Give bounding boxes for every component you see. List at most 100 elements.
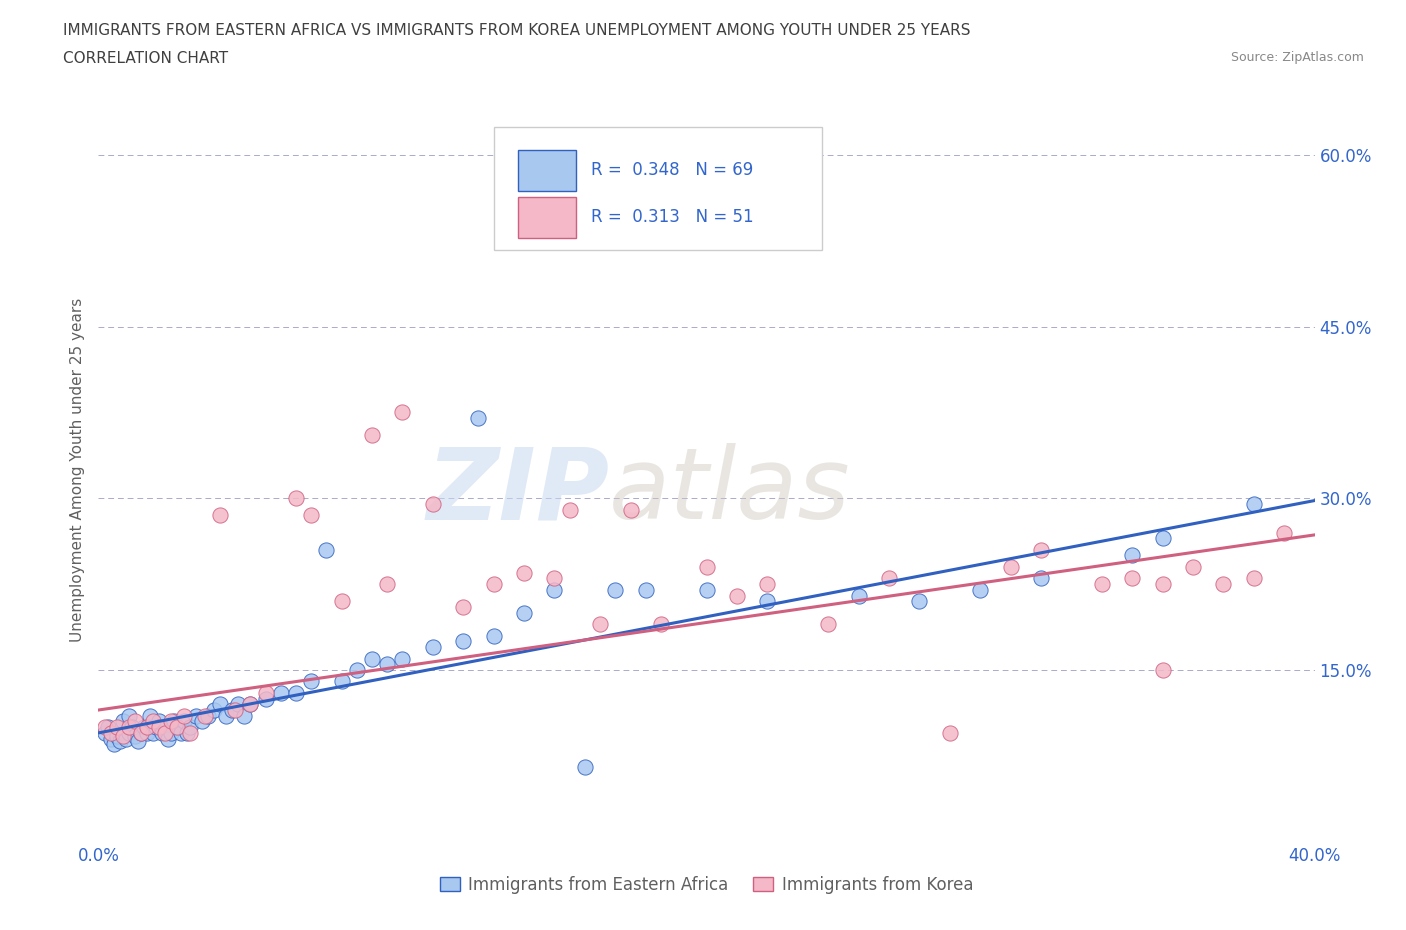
Point (1152, 577, 1174, 591)
Point (315, 542, 337, 557)
Point (1091, 577, 1114, 591)
Point (105, 729, 128, 744)
Point (111, 729, 134, 744)
Point (179, 725, 201, 740)
Point (513, 565, 536, 580)
Y-axis label: Unemployment Among Youth under 25 years: Unemployment Among Youth under 25 years (69, 298, 84, 642)
Point (650, 617, 672, 631)
Point (108, 734, 131, 749)
Point (233, 709, 256, 724)
Point (96, 720, 118, 735)
Point (1272, 525, 1295, 540)
Point (173, 709, 195, 724)
Point (129, 725, 152, 740)
Text: R =  0.313   N = 51: R = 0.313 N = 51 (591, 207, 754, 226)
Point (100, 731, 122, 746)
Point (1182, 560, 1205, 575)
Point (1000, 560, 1022, 575)
Point (285, 685, 308, 700)
Point (513, 605, 536, 620)
Point (330, 674, 353, 689)
Point (908, 594, 931, 609)
Point (118, 720, 141, 735)
Legend: Immigrants from Eastern Africa, Immigrants from Korea: Immigrants from Eastern Africa, Immigran… (433, 869, 980, 900)
Text: IMMIGRANTS FROM EASTERN AFRICA VS IMMIGRANTS FROM KOREA UNEMPLOYMENT AMONG YOUTH: IMMIGRANTS FROM EASTERN AFRICA VS IMMIGR… (63, 23, 970, 38)
Point (197, 709, 219, 724)
Point (346, 662, 368, 677)
Point (155, 720, 177, 735)
Text: ZIP: ZIP (426, 444, 609, 540)
Point (254, 685, 277, 700)
Point (482, 628, 505, 643)
Point (285, 491, 308, 506)
Point (1029, 542, 1052, 557)
Point (817, 617, 839, 631)
Point (148, 714, 170, 729)
Point (270, 685, 292, 700)
Point (330, 594, 353, 609)
Point (160, 725, 183, 740)
Point (239, 697, 262, 711)
Point (1212, 577, 1234, 591)
Point (111, 714, 134, 729)
Point (848, 588, 870, 603)
Point (221, 702, 243, 717)
Point (299, 508, 322, 523)
Point (391, 405, 413, 419)
Point (391, 651, 413, 666)
Point (145, 720, 167, 735)
Point (422, 497, 444, 512)
Point (202, 702, 225, 717)
Point (166, 720, 188, 735)
Point (969, 582, 991, 597)
Point (105, 720, 128, 735)
Point (619, 502, 641, 517)
Point (725, 588, 748, 603)
Point (1243, 571, 1265, 586)
Point (184, 709, 207, 724)
Point (100, 725, 122, 740)
Point (118, 709, 141, 724)
Point (756, 594, 779, 609)
Point (124, 714, 146, 729)
Text: atlas: atlas (609, 444, 851, 540)
Point (139, 709, 162, 724)
Point (239, 697, 262, 711)
Point (467, 411, 489, 426)
Point (482, 577, 505, 591)
Point (148, 720, 170, 735)
Point (142, 714, 165, 729)
Point (179, 720, 201, 735)
Point (136, 725, 159, 740)
Point (129, 725, 152, 740)
Point (453, 634, 475, 649)
Point (103, 737, 125, 751)
Point (634, 582, 657, 597)
Point (605, 582, 627, 597)
Point (375, 577, 398, 591)
Point (169, 725, 191, 740)
Point (176, 725, 198, 740)
Point (361, 651, 384, 666)
Point (155, 725, 177, 740)
FancyBboxPatch shape (494, 127, 823, 250)
Point (93, 720, 115, 735)
Point (114, 731, 136, 746)
Point (1152, 662, 1174, 677)
Point (136, 720, 159, 735)
Point (209, 508, 232, 523)
Point (558, 502, 581, 517)
Point (93, 725, 115, 740)
Point (375, 657, 398, 671)
Point (1121, 548, 1143, 563)
Point (1121, 571, 1143, 586)
FancyBboxPatch shape (517, 196, 576, 237)
Point (111, 725, 134, 740)
Point (877, 571, 900, 586)
Point (224, 702, 246, 717)
Point (422, 640, 444, 655)
Point (127, 734, 149, 749)
Point (194, 709, 217, 724)
Point (453, 600, 475, 615)
Point (696, 560, 718, 575)
